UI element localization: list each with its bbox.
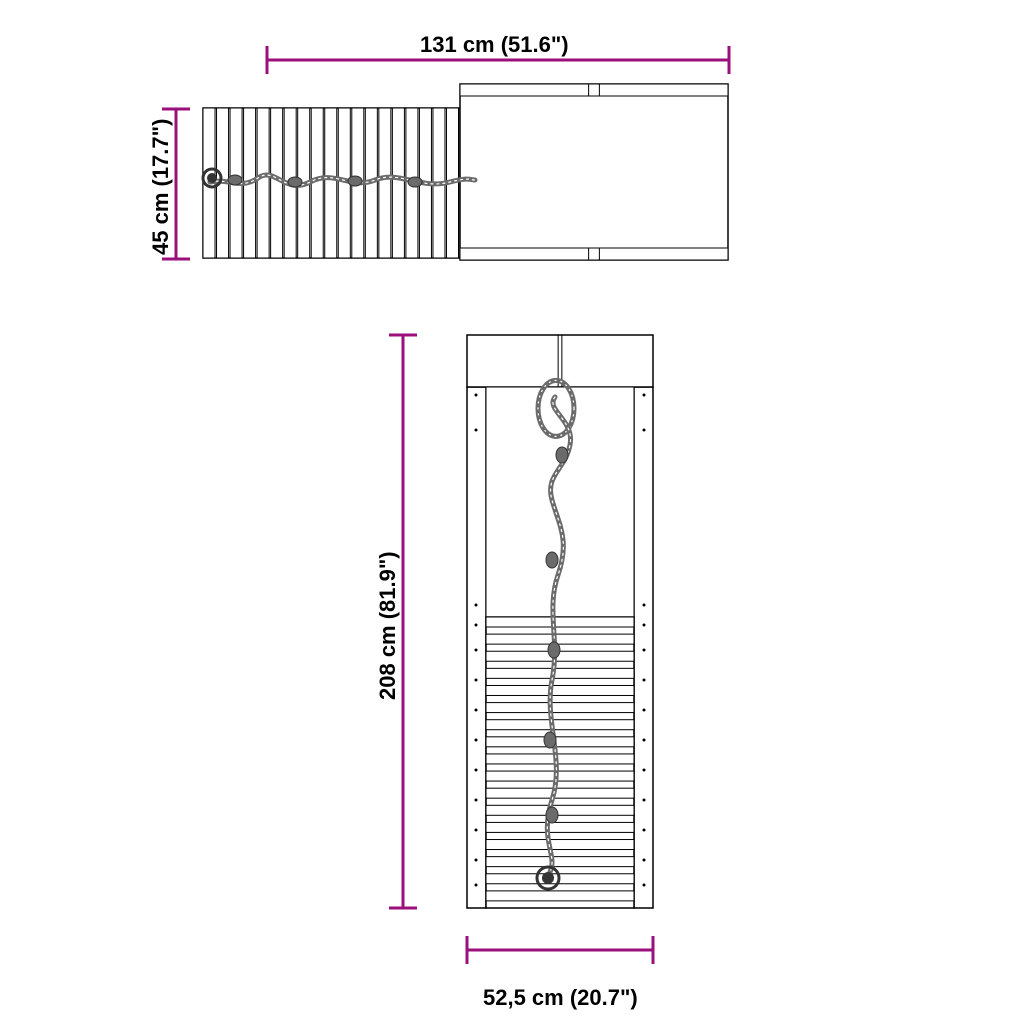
dimension-label-width-top: 131 cm (51.6")	[420, 32, 569, 58]
bottom-view	[467, 335, 653, 908]
dimension-label-height-top: 45 cm (17.7")	[148, 119, 174, 255]
dimension-label-height-bottom: 208 cm (81.9")	[375, 551, 401, 700]
dimension-label-width-bottom: 52,5 cm (20.7")	[483, 985, 638, 1011]
top-view	[203, 84, 728, 260]
